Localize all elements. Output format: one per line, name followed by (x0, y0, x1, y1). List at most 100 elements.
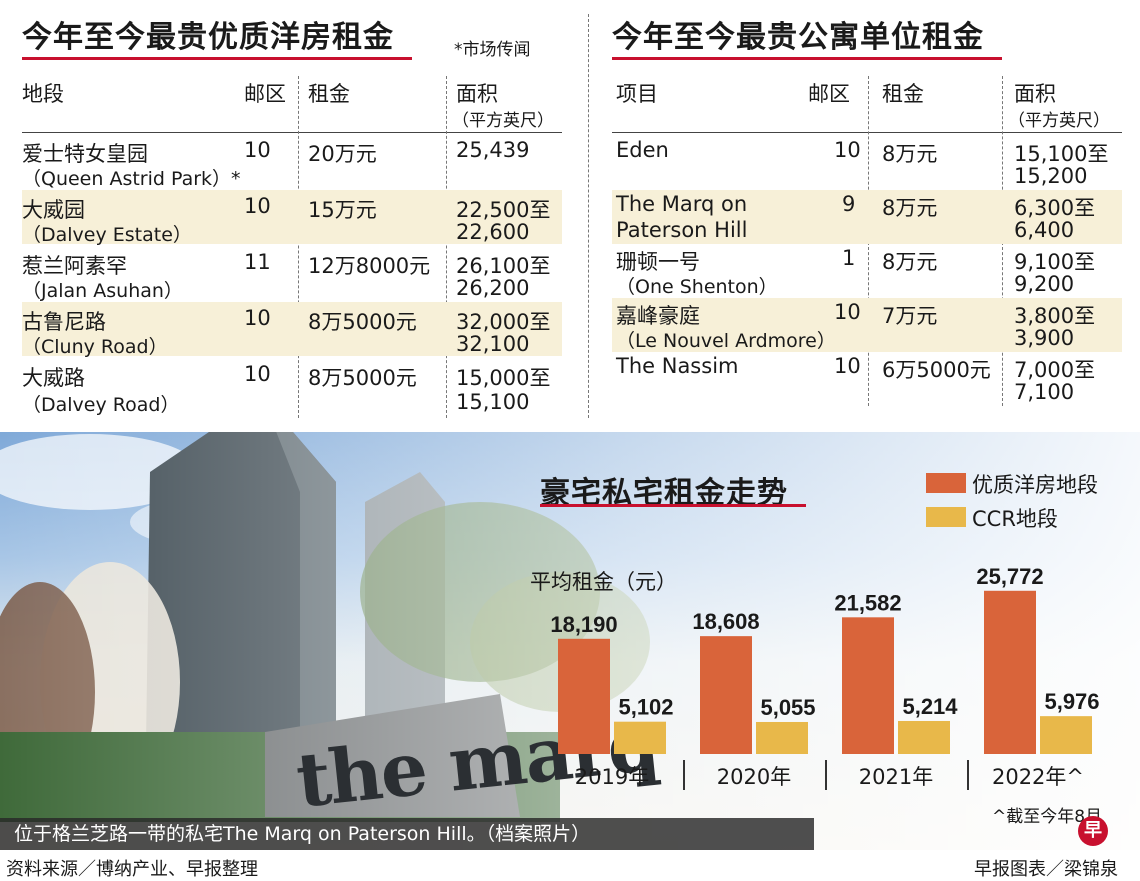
left-row-area: 25,439 (456, 138, 530, 162)
left-row-name-en: （Jalan Asuhan） (22, 280, 183, 302)
right-row-district: 10 (834, 354, 861, 378)
right-row-project: 嘉峰豪庭 (616, 304, 700, 328)
bar-value-label: 25,772 (976, 564, 1043, 589)
bar-value-label: 5,102 (618, 695, 673, 720)
right-header-rent: 租金 (882, 82, 924, 106)
left-row-area: 22,500至 (456, 198, 551, 222)
x-category-label: 2022年^ (992, 765, 1084, 789)
left-row-name: 惹兰阿素罕 (22, 254, 127, 278)
right-row-project: Eden (616, 138, 669, 162)
bar-villa-1 (700, 636, 752, 754)
left-row-area: 26,100至 (456, 254, 551, 278)
legend-label-ccr: CCR地段 (972, 507, 1058, 531)
bar-villa-3 (984, 590, 1036, 754)
left-row-name-en: （Dalvey Road） (22, 394, 180, 416)
legend-label-villa: 优质洋房地段 (972, 473, 1098, 497)
right-row-district: 10 (834, 300, 861, 324)
bar-value-label: 5,214 (902, 694, 958, 719)
legend-swatch-villa (926, 473, 966, 493)
left-row-stripe (22, 190, 562, 244)
right-row-stripe (612, 298, 1122, 352)
bar-villa-0 (558, 638, 610, 754)
right-row-district: 10 (834, 138, 861, 162)
right-row-district: 1 (842, 246, 856, 270)
right-header-district: 邮区 (808, 82, 850, 106)
bar-value-label: 5,976 (1044, 689, 1099, 714)
left-header-district: 邮区 (244, 82, 286, 106)
right-row-stripe (612, 190, 1122, 244)
left-row-district: 11 (244, 250, 271, 274)
bar-value-label: 18,608 (692, 609, 759, 634)
left-row-name: 大威园 (22, 198, 85, 222)
left-row-name: 古鲁尼路 (22, 310, 106, 334)
right-row-rent: 6万5000元 (882, 358, 991, 382)
left-row-area: 32,100 (456, 332, 530, 356)
left-row-area: 26,200 (456, 276, 530, 300)
left-table-title: 今年至今最贵优质洋房租金 (22, 20, 394, 55)
left-row-name: 大威路 (22, 366, 85, 390)
photo-caption: 位于格兰芝路一带的私宅The Marq on Paterson Hill。（档案… (0, 818, 814, 850)
left-col-divider (446, 76, 447, 418)
left-row-name-en: （Dalvey Estate） (22, 224, 192, 246)
right-row-project: The Nassim (616, 354, 739, 378)
left-row-area: 32,000至 (456, 310, 551, 334)
right-row-area: 9,200 (1014, 272, 1075, 296)
bar-value-label: 18,190 (550, 612, 617, 637)
bar-value-label: 21,582 (834, 590, 901, 615)
left-row-district: 10 (244, 138, 271, 162)
right-row-area: 15,200 (1014, 164, 1088, 188)
left-row-rent: 8万5000元 (308, 366, 417, 390)
right-row-project: （One Shenton） (616, 276, 778, 298)
zaobao-logo: 早 (1078, 816, 1108, 846)
bar-chart: 18,190 5,102 2019年 18,608 5,055 2020年 21,582 5,… (550, 564, 1100, 790)
left-table-note: *市场传闻 (454, 40, 531, 60)
right-row-rent: 7万元 (882, 304, 938, 328)
source-note: 资料来源／博纳产业、早报整理 (6, 859, 258, 880)
left-row-name: 爱士特女皇园 (22, 142, 148, 166)
left-header-area-unit: （平方英尺） (452, 111, 554, 131)
left-row-rent: 15万元 (308, 198, 377, 222)
left-row-area: 22,600 (456, 220, 530, 244)
left-row-district: 10 (244, 362, 271, 386)
bar-value-label: 5,055 (760, 695, 815, 720)
right-row-project: （Le Nouvel Ardmore） (616, 330, 836, 352)
left-header-area: 面积 (456, 82, 498, 106)
left-row-rent: 20万元 (308, 142, 377, 166)
bar-ccr-3 (1040, 716, 1092, 754)
right-table-title: 今年至今最贵公寓单位租金 (612, 20, 984, 55)
legend-swatch-ccr (926, 507, 966, 527)
left-header-rent: 租金 (308, 82, 350, 106)
right-row-project: The Marq on (616, 192, 748, 216)
chart-title-underline (540, 504, 806, 507)
left-row-name-en: （Cluny Road） (22, 336, 168, 358)
right-header-rule (612, 132, 1122, 133)
left-row-rent: 8万5000元 (308, 310, 417, 334)
right-row-area: 3,800至 (1014, 304, 1096, 328)
right-row-area: 6,400 (1014, 218, 1075, 242)
x-category-label: 2019年 (575, 765, 649, 789)
left-row-district: 10 (244, 194, 271, 218)
right-row-area: 3,900 (1014, 326, 1075, 350)
right-row-area: 6,300至 (1014, 196, 1096, 220)
bar-ccr-0 (614, 721, 666, 754)
right-row-area: 15,100至 (1014, 142, 1109, 166)
right-row-area: 7,100 (1014, 380, 1075, 404)
bar-ccr-2 (898, 720, 950, 754)
bar-ccr-1 (756, 721, 808, 754)
bar-villa-2 (842, 617, 894, 754)
left-row-name-en: （Queen Astrid Park）* (22, 168, 241, 190)
left-row-area: 15,100 (456, 390, 530, 414)
left-header-location: 地段 (22, 82, 64, 106)
right-title-underline (612, 57, 1002, 60)
left-title-underline (22, 57, 412, 60)
right-row-project: Paterson Hill (616, 218, 748, 242)
left-col-divider (298, 76, 299, 418)
right-row-rent: 8万元 (882, 250, 938, 274)
right-row-area: 7,000至 (1014, 358, 1096, 382)
chart-footnote: ^截至今年8月 (992, 807, 1103, 827)
right-row-rent: 8万元 (882, 196, 938, 220)
right-row-area: 9,100至 (1014, 250, 1096, 274)
right-row-district: 9 (842, 192, 856, 216)
left-row-stripe (22, 302, 562, 356)
x-category-label: 2020年 (717, 765, 791, 789)
